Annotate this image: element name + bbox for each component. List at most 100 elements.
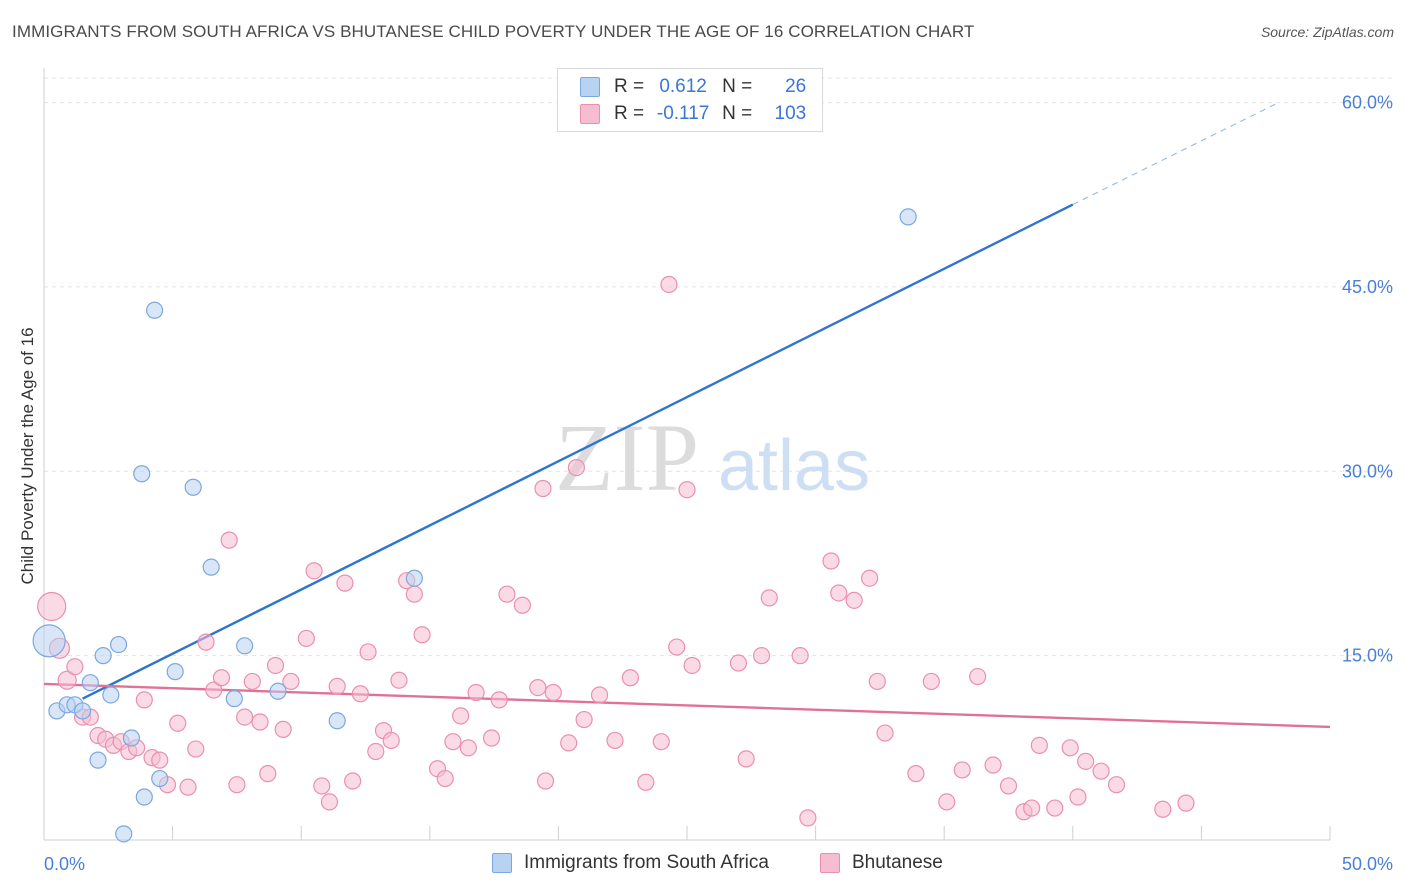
bhutanese-point [467, 683, 485, 702]
bhutanese-trend-line [43, 682, 1331, 729]
bhutanese-point [282, 672, 300, 691]
bhutanese-point [243, 672, 261, 691]
bhutanese-point [66, 658, 84, 676]
bhutanese-point [590, 686, 609, 704]
n-value: 26 [785, 76, 807, 97]
south-africa-point [166, 663, 184, 681]
bhutanese-point [791, 647, 809, 665]
y-tick-label: 30.0% [1342, 461, 1393, 481]
bhutanese-point [328, 677, 346, 695]
legend-row-south-africa: R = 0.612 N = 26 [580, 75, 806, 99]
south-africa-point [145, 301, 164, 319]
bhutanese-point [336, 574, 354, 592]
series-legend: Immigrants from South Africa Bhutanese [0, 852, 1406, 878]
gridlines [44, 77, 1392, 657]
bhutanese-point [390, 671, 408, 689]
south-africa-point [269, 682, 287, 700]
bhutanese-point [799, 809, 817, 827]
south-africa-trend-extension [1072, 102, 1279, 206]
pink-swatch-icon [580, 104, 600, 124]
south-africa-point [81, 674, 99, 692]
bhutanese-point [498, 585, 516, 603]
south-africa-point [102, 686, 120, 704]
bhutanese-point [984, 756, 1002, 774]
legend-row-bhutanese: R = -0.117 N = 103 [580, 102, 806, 126]
bhutanese-point [560, 734, 578, 752]
bhutanese-point [1077, 752, 1095, 770]
y-axis-label: Child Poverty Under the Age of 16 [18, 327, 37, 585]
south-africa-point [328, 712, 346, 730]
bhutanese-point [953, 761, 971, 779]
bhutanese-point [351, 685, 369, 703]
south-africa-point [73, 702, 92, 720]
bhutanese-point [169, 714, 187, 732]
bhutanese-point [513, 596, 531, 614]
bhutanese-point [382, 731, 400, 750]
bhutanese-point [313, 777, 331, 795]
n-value: 103 [774, 103, 807, 124]
x-tick-label-max: 50.0% [1342, 854, 1393, 874]
y-tick-label: 45.0% [1342, 277, 1393, 297]
bhutanese-point [907, 765, 925, 783]
bhutanese-point [1030, 736, 1048, 754]
bhutanese-point [575, 710, 593, 729]
bhutanese-point [822, 552, 840, 570]
bhutanese-point [359, 643, 377, 661]
y-tick-label: 60.0% [1342, 93, 1393, 113]
bhutanese-point [536, 772, 555, 790]
r-label: R = [614, 76, 645, 97]
bhutanese-point [1092, 762, 1110, 780]
r-label: R = [614, 103, 645, 124]
bhutanese-point [729, 654, 748, 672]
bhutanese-point [1023, 799, 1041, 817]
bhutanese-point [969, 667, 987, 686]
bhutanese-point [135, 691, 153, 709]
bhutanese-point [297, 629, 315, 648]
r-value: -0.117 [656, 103, 710, 124]
n-label: N = [722, 103, 753, 124]
watermark-atlas: atlas [718, 426, 870, 506]
y-tick-label: 15.0% [1342, 646, 1393, 666]
source-label: Source: ZipAtlas.com [1260, 24, 1394, 40]
watermark-zip: ZIP [555, 404, 699, 511]
bhutanese-point [760, 589, 778, 607]
bhutanese-point [320, 793, 339, 811]
south-africa-point [135, 788, 153, 806]
legend-item-bhutanese: Bhutanese [820, 852, 943, 874]
bhutanese-point [544, 683, 562, 702]
bhutanese-point [212, 669, 231, 687]
bhutanese-point [266, 656, 285, 675]
bhutanese-point [274, 720, 292, 738]
bhutanese-point [752, 647, 771, 665]
bhutanese-point [922, 672, 940, 691]
bhutanese-point [444, 733, 462, 751]
bhutanese-point [606, 731, 624, 750]
bhutanese-point [151, 751, 169, 769]
bhutanese-point [179, 778, 197, 796]
legend-item-south-africa: Immigrants from South Africa [492, 852, 769, 874]
n-label: N = [722, 76, 753, 97]
bhutanese-point [367, 742, 385, 761]
bhutanese-point [830, 584, 848, 602]
bhutanese-point [37, 591, 67, 622]
bhutanese-point [534, 479, 552, 498]
bhutanese-point [1154, 800, 1172, 818]
bhutanese-point [259, 765, 277, 783]
data-points [32, 208, 1195, 843]
bhutanese-point [845, 591, 863, 609]
bhutanese-point [1107, 776, 1126, 794]
bhutanese-point [1177, 794, 1195, 812]
south-africa-point [899, 208, 917, 226]
bhutanese-point [1046, 799, 1064, 817]
bhutanese-point [413, 626, 431, 644]
south-africa-point [109, 635, 128, 654]
south-africa-trend-line [82, 203, 1074, 700]
bhutanese-point [683, 656, 701, 675]
south-africa-point [405, 569, 423, 587]
bhutanese-point [999, 777, 1018, 795]
south-africa-point [122, 729, 141, 747]
pink-swatch-icon [820, 853, 840, 873]
bhutanese-point [861, 569, 879, 587]
bhutanese-point [482, 729, 501, 747]
x-tick-label-min: 0.0% [44, 854, 85, 874]
